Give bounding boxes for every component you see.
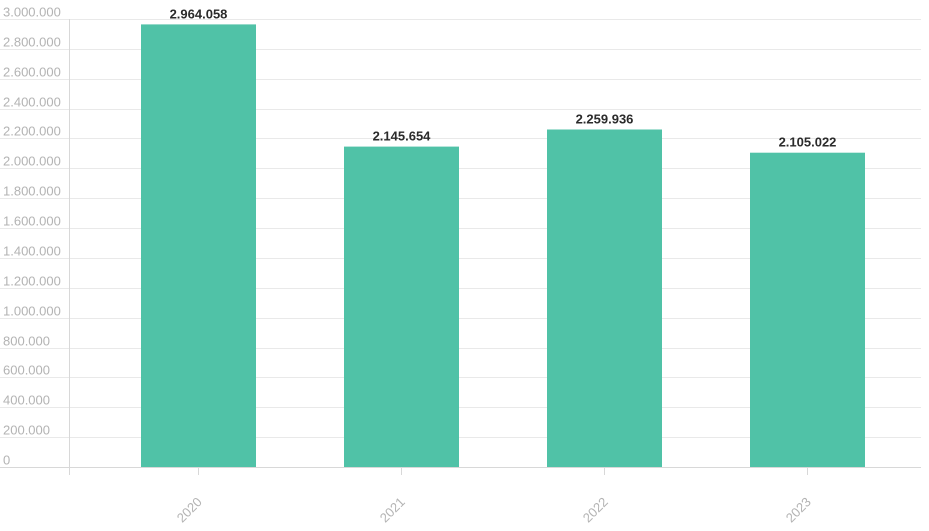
y-tick-label: 1.600.000	[3, 214, 61, 229]
bar-2020	[141, 24, 256, 468]
x-tick-label: 2023	[783, 494, 814, 525]
y-tick-label: 200.000	[3, 423, 50, 438]
x-tick-label: 2020	[174, 494, 205, 525]
y-tick-label: 2.600.000	[3, 65, 61, 80]
x-tick-label: 2022	[580, 494, 611, 525]
y-tick-label: 800.000	[3, 334, 50, 349]
data-label-2022: 2.259.936	[576, 112, 634, 127]
y-axis: 0 200.000 400.000 600.000 800.000 1.000.000 1.…	[3, 5, 61, 468]
data-label-2021: 2.145.654	[373, 129, 432, 144]
x-tick-label: 2021	[377, 494, 408, 525]
y-tick-label: 2.200.000	[3, 124, 61, 139]
y-tick-label: 600.000	[3, 363, 50, 378]
bar-2021	[344, 146, 459, 467]
y-tick-label: 0	[3, 453, 10, 468]
y-tick-label: 1.800.000	[3, 184, 61, 199]
y-tick-label: 1.400.000	[3, 244, 61, 259]
bar-2022	[547, 129, 662, 467]
y-tick-label: 1.200.000	[3, 274, 61, 289]
y-tick-label: 400.000	[3, 393, 50, 408]
y-tick-label: 1.000.000	[3, 304, 61, 319]
y-tick-label: 2.800.000	[3, 35, 61, 50]
bar-2023	[750, 152, 865, 467]
y-tick-label: 3.000.000	[3, 5, 61, 20]
data-label-2020: 2.964.058	[170, 6, 228, 21]
y-tick-label: 2.400.000	[3, 95, 61, 110]
bars-layer	[141, 24, 865, 468]
data-label-2023: 2.105.022	[779, 135, 837, 150]
x-axis: 2020 2021 2022 2023	[174, 467, 814, 525]
data-labels-layer: 2.964.058 2.145.654 2.259.936 2.105.022	[170, 6, 837, 149]
y-tick-label: 2.000.000	[3, 154, 61, 169]
